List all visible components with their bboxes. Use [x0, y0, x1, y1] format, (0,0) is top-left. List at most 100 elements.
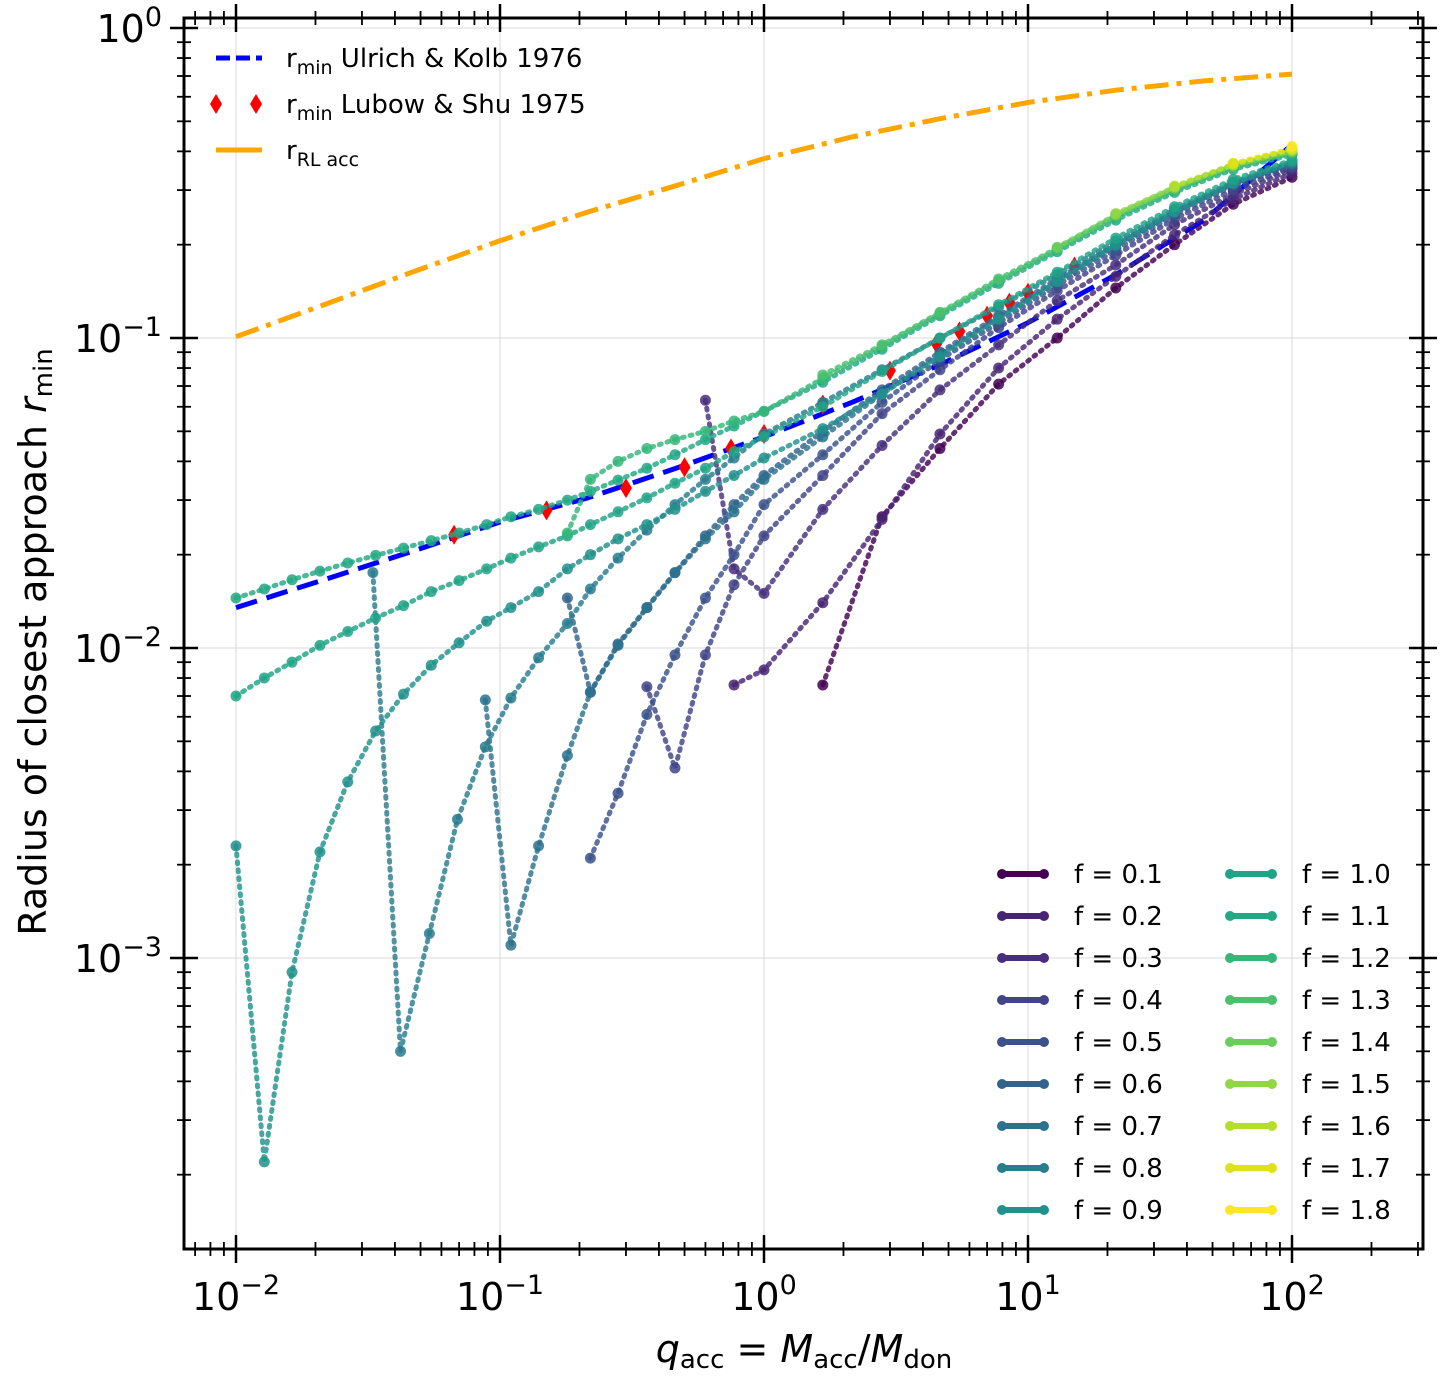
data-point — [669, 567, 681, 579]
legend-label: rRL acc — [286, 136, 359, 171]
data-point — [993, 362, 1005, 374]
reference-legend: rmin Ulrich & Kolb 1976 rmin Lubow & Shu … — [210, 44, 586, 171]
legend-entry-f: f = 1.8 — [1225, 1196, 1391, 1226]
data-point — [479, 741, 491, 753]
series-line — [482, 161, 1295, 946]
series-1.8 — [1286, 140, 1298, 152]
data-point — [934, 332, 946, 344]
data-point — [561, 617, 573, 629]
legend-label: f = 0.8 — [1074, 1154, 1163, 1184]
legend-marker — [1267, 1079, 1277, 1089]
data-point — [934, 306, 946, 318]
legend-marker — [1267, 869, 1277, 879]
legend-marker — [1225, 1121, 1235, 1131]
data-point — [993, 339, 1005, 351]
legend-label: f = 1.3 — [1302, 986, 1391, 1016]
data-point — [533, 586, 545, 598]
data-point — [1051, 332, 1063, 344]
legend-marker — [1267, 1121, 1277, 1131]
data-point — [1051, 241, 1063, 253]
legend-entry-f: f = 0.7 — [997, 1112, 1163, 1142]
legend-label: f = 1.1 — [1302, 902, 1391, 932]
series-line — [702, 166, 1295, 598]
data-point — [505, 939, 517, 951]
data-point — [758, 664, 770, 676]
data-point — [342, 626, 354, 638]
data-point — [669, 503, 681, 515]
data-point — [934, 364, 946, 376]
data-point — [533, 652, 545, 664]
data-point — [451, 813, 463, 825]
data-point — [817, 449, 829, 461]
data-point — [584, 583, 596, 595]
data-point — [641, 462, 653, 474]
y-tick-label: 100 — [96, 2, 162, 51]
legend-marker — [1039, 995, 1049, 1005]
legend-entry-f: f = 0.1 — [997, 860, 1163, 890]
data-point — [1051, 295, 1063, 307]
data-point — [669, 449, 681, 461]
legend-marker — [997, 1163, 1007, 1173]
data-point — [993, 273, 1005, 285]
data-point — [1169, 180, 1181, 192]
legend-entry-f: f = 1.6 — [1225, 1112, 1391, 1142]
legend-label: f = 1.0 — [1302, 860, 1391, 890]
series-0.9 — [230, 156, 1298, 1168]
legend-entry-f: f = 0.3 — [997, 944, 1163, 974]
data-point — [370, 549, 382, 561]
legend-diamond-swatch — [210, 94, 222, 114]
data-point — [993, 378, 1005, 390]
legend-label: f = 1.5 — [1302, 1070, 1391, 1100]
roche-lobe-line — [235, 71, 1293, 340]
data-point — [612, 787, 624, 799]
data-point — [641, 492, 653, 504]
legend-marker — [997, 1121, 1007, 1131]
data-point — [398, 688, 410, 700]
x-tick-labels: 10−2 10−1 100 101 102 — [192, 1270, 1325, 1319]
legend-marker — [1267, 1037, 1277, 1047]
data-point — [641, 519, 653, 531]
legend-marker — [997, 1037, 1007, 1047]
data-point — [817, 597, 829, 609]
data-point — [993, 299, 1005, 311]
data-point — [699, 533, 711, 545]
data-point — [584, 549, 596, 561]
data-point — [1051, 313, 1063, 325]
data-point — [669, 477, 681, 489]
data-point — [1110, 232, 1122, 244]
series-line — [587, 163, 1295, 861]
data-point — [258, 672, 270, 684]
legend-entry-f: f = 1.7 — [1225, 1154, 1391, 1184]
data-point — [398, 542, 410, 554]
data-point — [230, 840, 242, 852]
legend-entry-f: f = 0.9 — [997, 1196, 1163, 1226]
data-point — [505, 552, 517, 564]
legend-label: f = 0.1 — [1074, 860, 1163, 890]
data-point — [370, 725, 382, 737]
data-point — [699, 462, 711, 474]
x-tick-label: 100 — [731, 1270, 797, 1319]
legend-entry-diamonds: rmin Lubow & Shu 1975 — [210, 90, 586, 125]
data-point — [423, 927, 435, 939]
data-point — [728, 506, 740, 518]
data-point — [728, 415, 740, 427]
legend-label: f = 1.7 — [1302, 1154, 1391, 1184]
data-point — [453, 637, 465, 649]
legend-entry-f: f = 0.2 — [997, 902, 1163, 932]
legend-entry-f: f = 0.4 — [997, 986, 1163, 1016]
data-series — [230, 140, 1298, 1168]
data-point — [612, 552, 624, 564]
grid — [184, 18, 1423, 1249]
legend-diamond-swatch — [250, 94, 262, 114]
legend-marker — [1225, 995, 1235, 1005]
data-point — [934, 443, 946, 455]
data-point — [561, 494, 573, 506]
series-line — [644, 164, 1295, 777]
legend-marker — [1225, 869, 1235, 879]
legend-marker — [1039, 911, 1049, 921]
data-point — [699, 434, 711, 446]
data-point — [505, 511, 517, 523]
data-point — [641, 681, 653, 693]
legend-label: f = 0.6 — [1074, 1070, 1163, 1100]
